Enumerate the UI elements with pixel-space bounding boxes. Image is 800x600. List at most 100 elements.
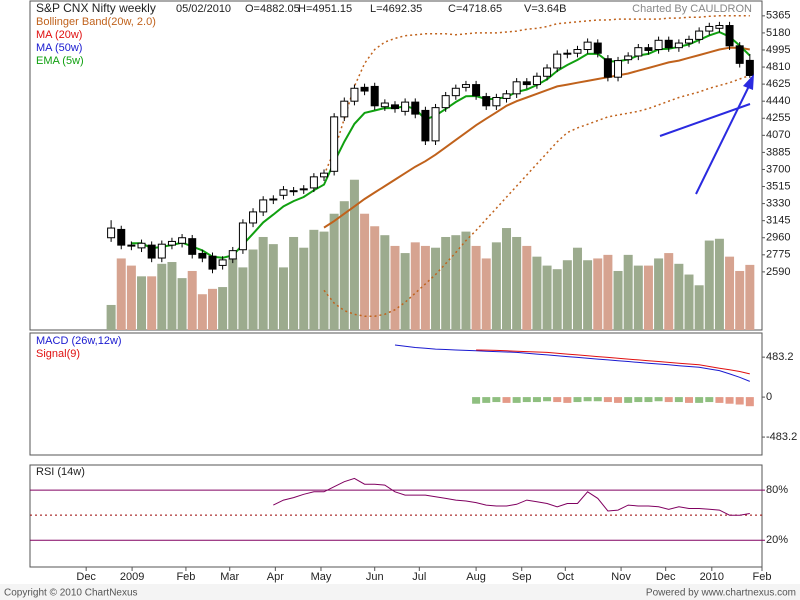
candle-body bbox=[705, 25, 714, 32]
candle-body bbox=[208, 255, 217, 270]
volume-bar bbox=[400, 253, 410, 330]
x-tick-label: May bbox=[311, 571, 332, 583]
rsi-label: RSI (14w) bbox=[36, 466, 85, 478]
histogram-bar bbox=[593, 397, 602, 402]
volume-bar bbox=[613, 270, 623, 330]
x-tick-label: Apr bbox=[267, 571, 284, 583]
legend-entry: EMA (5w) bbox=[36, 55, 84, 67]
candle-body bbox=[543, 67, 552, 77]
histogram-bar bbox=[614, 397, 623, 403]
volume-bar bbox=[228, 258, 238, 330]
candle-body bbox=[330, 116, 339, 172]
volume-bar bbox=[289, 236, 299, 330]
candle-body bbox=[167, 240, 176, 246]
volume-bar bbox=[704, 240, 714, 330]
volume-bar bbox=[278, 267, 288, 330]
volume-bar bbox=[512, 236, 522, 330]
candle-body bbox=[309, 176, 318, 189]
candle-body bbox=[563, 52, 572, 55]
histogram-bar bbox=[553, 397, 562, 403]
candle-body bbox=[685, 38, 694, 44]
volume-bar bbox=[643, 265, 653, 330]
bollinger-lower bbox=[323, 74, 751, 317]
volume-bar bbox=[725, 256, 735, 330]
histogram-bar bbox=[603, 397, 612, 403]
candle-body bbox=[269, 198, 278, 201]
volume-bar bbox=[370, 226, 380, 330]
histogram-bar bbox=[573, 397, 582, 403]
histogram-bar bbox=[705, 397, 714, 403]
volume-bar bbox=[471, 245, 481, 330]
volume-bar bbox=[380, 235, 390, 330]
legend-entry: Signal(9) bbox=[36, 348, 80, 360]
histogram-bar bbox=[543, 397, 552, 402]
volume-bar bbox=[745, 264, 755, 330]
y-tick-label: 4440 bbox=[766, 95, 790, 107]
y-tick-label: 3145 bbox=[766, 215, 790, 227]
histogram-bar bbox=[522, 397, 531, 403]
candle-body bbox=[380, 102, 389, 108]
candle-body bbox=[674, 42, 683, 49]
chart-title: S&P CNX Nifty weekly bbox=[36, 1, 156, 15]
volume-bar bbox=[299, 247, 309, 330]
copyright: Copyright © 2010 ChartNexus bbox=[4, 588, 138, 599]
histogram-bar bbox=[624, 397, 633, 403]
candle-body bbox=[340, 100, 349, 118]
volume-bar bbox=[360, 213, 370, 330]
volume-bar bbox=[593, 258, 603, 330]
volume-bar bbox=[441, 236, 451, 330]
candle-body bbox=[735, 45, 744, 64]
volume-bar bbox=[268, 244, 278, 330]
y-tick-label: 4995 bbox=[766, 44, 790, 56]
y-tick-label: 2960 bbox=[766, 232, 790, 244]
volume-bar bbox=[532, 256, 542, 330]
histogram-bar bbox=[735, 397, 744, 405]
candle-body bbox=[238, 222, 247, 251]
volume-bar bbox=[714, 238, 724, 330]
volume-bar bbox=[207, 288, 217, 330]
candle-body bbox=[320, 172, 329, 178]
candle-body bbox=[299, 188, 308, 191]
candle-body bbox=[390, 104, 399, 110]
volume-bar bbox=[319, 231, 329, 330]
annotation-line bbox=[659, 103, 751, 137]
quote: V=3.64B bbox=[524, 3, 567, 15]
histogram-bar bbox=[563, 397, 572, 403]
candle-body bbox=[715, 25, 724, 29]
candle-body bbox=[279, 189, 288, 196]
volume-bar bbox=[420, 245, 430, 330]
histogram-bar bbox=[644, 397, 653, 403]
x-tick-label: Jun bbox=[366, 571, 384, 583]
volume-bar bbox=[137, 276, 147, 330]
candle-body bbox=[492, 96, 501, 107]
candle-body bbox=[157, 243, 166, 259]
histogram-bar bbox=[674, 397, 683, 403]
x-tick-label: Jul bbox=[412, 571, 426, 583]
annotation-arrow bbox=[695, 83, 751, 195]
volume-bar bbox=[147, 276, 157, 330]
y-tick-label: 3885 bbox=[766, 146, 790, 158]
candle-body bbox=[259, 199, 268, 213]
volume-bar bbox=[177, 278, 187, 330]
candle-body bbox=[441, 95, 450, 109]
volume-bar bbox=[572, 247, 582, 330]
histogram-bar bbox=[654, 397, 663, 402]
x-tick-label: Dec bbox=[656, 571, 676, 583]
candle-body bbox=[745, 59, 754, 76]
histogram-bar bbox=[715, 397, 724, 403]
y-tick-label: 20% bbox=[766, 534, 788, 546]
x-tick-label: Nov bbox=[611, 571, 631, 583]
volume-bar bbox=[633, 265, 643, 330]
y-tick-label: 5365 bbox=[766, 10, 790, 22]
y-tick-label: 2775 bbox=[766, 249, 790, 261]
volume-bar bbox=[197, 294, 207, 330]
histogram-bar bbox=[745, 397, 754, 407]
histogram-bar bbox=[482, 397, 491, 403]
candle-body bbox=[249, 211, 258, 224]
candle-body bbox=[695, 30, 704, 40]
volume-bar bbox=[116, 258, 126, 330]
volume-bar bbox=[522, 245, 532, 330]
rsi-panel bbox=[29, 464, 763, 568]
volume-bar bbox=[502, 228, 512, 330]
